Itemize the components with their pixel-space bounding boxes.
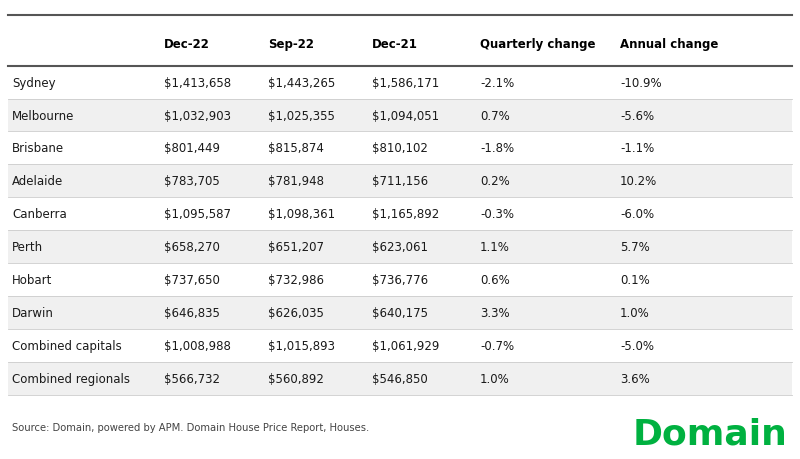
Text: -10.9%: -10.9% (620, 77, 662, 90)
Text: 1.1%: 1.1% (480, 241, 510, 253)
Text: $815,874: $815,874 (268, 142, 324, 155)
Text: $1,094,051: $1,094,051 (372, 109, 439, 122)
Text: Dec-21: Dec-21 (372, 38, 418, 51)
Text: Perth: Perth (12, 241, 43, 253)
Text: 5.7%: 5.7% (620, 241, 650, 253)
Text: $1,443,265: $1,443,265 (268, 77, 335, 90)
Text: 3.3%: 3.3% (480, 306, 510, 319)
Text: $736,776: $736,776 (372, 274, 428, 286)
Text: 0.7%: 0.7% (480, 109, 510, 122)
Text: $560,892: $560,892 (268, 372, 324, 385)
Text: 0.1%: 0.1% (620, 274, 650, 286)
Text: -1.1%: -1.1% (620, 142, 654, 155)
Text: 10.2%: 10.2% (620, 175, 658, 188)
Bar (8, 230, 792, 263)
Text: $801,449: $801,449 (164, 142, 220, 155)
Text: Adelaide: Adelaide (12, 175, 63, 188)
Text: -0.3%: -0.3% (480, 208, 514, 221)
Text: $711,156: $711,156 (372, 175, 428, 188)
Text: $626,035: $626,035 (268, 306, 324, 319)
Text: $546,850: $546,850 (372, 372, 428, 385)
Text: -2.1%: -2.1% (480, 77, 514, 90)
Text: Dec-22: Dec-22 (164, 38, 210, 51)
Text: $623,061: $623,061 (372, 241, 428, 253)
Text: $658,270: $658,270 (164, 241, 220, 253)
Bar (8, 100, 792, 132)
Text: $1,586,171: $1,586,171 (372, 77, 439, 90)
Text: Darwin: Darwin (12, 306, 54, 319)
Text: -1.8%: -1.8% (480, 142, 514, 155)
Text: -5.6%: -5.6% (620, 109, 654, 122)
Text: $646,835: $646,835 (164, 306, 220, 319)
Text: 3.6%: 3.6% (620, 372, 650, 385)
Text: $1,025,355: $1,025,355 (268, 109, 335, 122)
Text: Hobart: Hobart (12, 274, 52, 286)
Text: Quarterly change: Quarterly change (480, 38, 595, 51)
Text: Melbourne: Melbourne (12, 109, 74, 122)
Text: Sep-22: Sep-22 (268, 38, 314, 51)
Text: $566,732: $566,732 (164, 372, 220, 385)
Text: $737,650: $737,650 (164, 274, 220, 286)
Text: $1,015,893: $1,015,893 (268, 339, 335, 352)
Text: 1.0%: 1.0% (620, 306, 650, 319)
Text: $1,413,658: $1,413,658 (164, 77, 231, 90)
Text: Source: Domain, powered by APM. Domain House Price Report, Houses.: Source: Domain, powered by APM. Domain H… (12, 422, 370, 432)
Text: $651,207: $651,207 (268, 241, 324, 253)
Bar (8, 362, 792, 395)
Text: Combined capitals: Combined capitals (12, 339, 122, 352)
Text: $1,095,587: $1,095,587 (164, 208, 231, 221)
Text: $640,175: $640,175 (372, 306, 428, 319)
Text: $783,705: $783,705 (164, 175, 220, 188)
Text: Combined regionals: Combined regionals (12, 372, 130, 385)
Text: $732,986: $732,986 (268, 274, 324, 286)
Bar (8, 297, 792, 329)
Text: Domain: Domain (633, 417, 788, 451)
Text: -5.0%: -5.0% (620, 339, 654, 352)
Text: Sydney: Sydney (12, 77, 56, 90)
Text: 0.6%: 0.6% (480, 274, 510, 286)
Text: $810,102: $810,102 (372, 142, 428, 155)
Text: $1,165,892: $1,165,892 (372, 208, 439, 221)
Text: Annual change: Annual change (620, 38, 718, 51)
Text: $781,948: $781,948 (268, 175, 324, 188)
Text: Brisbane: Brisbane (12, 142, 64, 155)
Text: $1,032,903: $1,032,903 (164, 109, 231, 122)
Text: $1,061,929: $1,061,929 (372, 339, 439, 352)
Bar (8, 165, 792, 198)
Text: $1,098,361: $1,098,361 (268, 208, 335, 221)
Text: Canberra: Canberra (12, 208, 66, 221)
Text: 1.0%: 1.0% (480, 372, 510, 385)
Text: 0.2%: 0.2% (480, 175, 510, 188)
Text: -0.7%: -0.7% (480, 339, 514, 352)
Text: -6.0%: -6.0% (620, 208, 654, 221)
Text: $1,008,988: $1,008,988 (164, 339, 231, 352)
